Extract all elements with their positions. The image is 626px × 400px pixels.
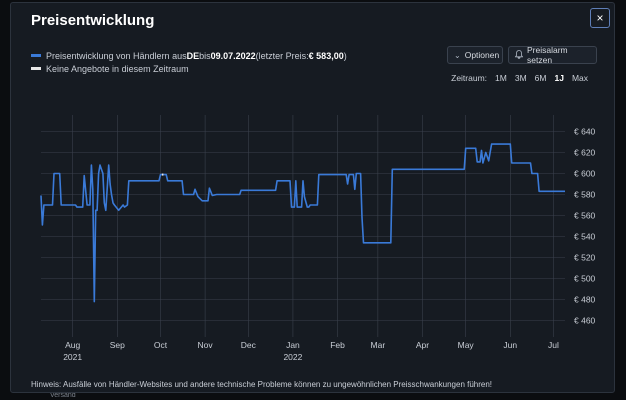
options-button[interactable]: ⌄ Optionen: [447, 46, 503, 64]
time-range-selector: Zeitraum: 1M 3M 6M 1J Max: [451, 73, 588, 83]
legend-date: 09.07.2022: [210, 50, 256, 61]
range-option-max[interactable]: Max: [571, 73, 588, 83]
y-tick-label: € 460: [574, 316, 596, 326]
y-tick-label: € 520: [574, 253, 596, 263]
background-versand-label: Versand: [50, 392, 76, 399]
disclaimer-hint: Hinweis: Ausfälle von Händler-Websites u…: [31, 380, 493, 389]
x-tick-label: Oct: [154, 340, 168, 350]
x-tick-label: Sep: [110, 340, 125, 350]
range-option-6m[interactable]: 6M: [534, 73, 547, 83]
price-alarm-button[interactable]: Preisalarm setzen: [508, 45, 597, 65]
price-history-modal: Preisentwicklung × Preisentwicklung von …: [10, 2, 615, 393]
y-tick-label: € 540: [574, 232, 596, 242]
legend-price-swatch: [31, 54, 41, 57]
x-tick-label: May: [458, 340, 475, 350]
x-tick-label: Apr: [416, 340, 429, 350]
range-option-3m[interactable]: 3M: [514, 73, 527, 83]
y-tick-label: € 600: [574, 169, 596, 179]
time-range-label: Zeitraum:: [451, 73, 488, 83]
legend-no-offer-label: Keine Angebote in diesem Zeitraum: [46, 63, 189, 74]
y-tick-label: € 500: [574, 274, 596, 284]
legend-last-price-label: (letzter Preis:: [255, 50, 309, 61]
legend-no-offer-swatch: [31, 67, 41, 70]
close-button[interactable]: ×: [590, 8, 610, 28]
x-tick-label: Jun: [503, 340, 517, 350]
legend-price-row[interactable]: Preisentwicklung von Händlern aus DE bis…: [31, 49, 347, 62]
x-tick-label: Feb: [330, 340, 345, 350]
legend-no-offer-row[interactable]: Keine Angebote in diesem Zeitraum: [31, 62, 347, 75]
range-option-1m[interactable]: 1M: [495, 73, 507, 83]
x-tick-label: Jul: [548, 340, 559, 350]
options-button-label: Optionen: [464, 50, 500, 60]
modal-header: Preisentwicklung ×: [11, 3, 614, 37]
legend-price-close: ): [343, 50, 347, 61]
legend-price-mid: bis: [199, 50, 211, 61]
price-series-line: [40, 143, 565, 303]
range-option-1j[interactable]: 1J: [554, 73, 564, 83]
chevron-down-icon: ⌄: [454, 50, 461, 60]
close-icon: ×: [596, 11, 604, 25]
legend-country: DE: [186, 50, 200, 61]
x-tick-label: Jan: [286, 340, 300, 350]
x-tick-label: Mar: [371, 340, 386, 350]
price-alarm-button-label: Preisalarm setzen: [527, 45, 568, 65]
legend-price-prefix: Preisentwicklung von Händlern aus: [46, 50, 187, 61]
x-year-label: 2022: [283, 352, 302, 362]
bell-icon: [514, 49, 524, 61]
x-year-label: 2021: [63, 352, 82, 362]
y-tick-label: € 480: [574, 295, 596, 305]
y-tick-label: € 580: [574, 190, 596, 200]
x-tick-label: Dec: [241, 340, 257, 350]
modal-title: Preisentwicklung: [31, 12, 155, 29]
x-tick-label: Nov: [198, 340, 214, 350]
chart-legend: Preisentwicklung von Händlern aus DE bis…: [31, 49, 347, 75]
legend-last-price: € 583,00: [308, 50, 344, 61]
y-tick-label: € 620: [574, 148, 596, 158]
x-tick-label: Aug: [65, 340, 80, 350]
y-tick-label: € 560: [574, 211, 596, 221]
price-history-chart[interactable]: € 460 € 480 € 500 € 520 € 540 € 560 € 580 € 600…: [39, 115, 609, 367]
y-tick-label: € 640: [574, 127, 596, 137]
